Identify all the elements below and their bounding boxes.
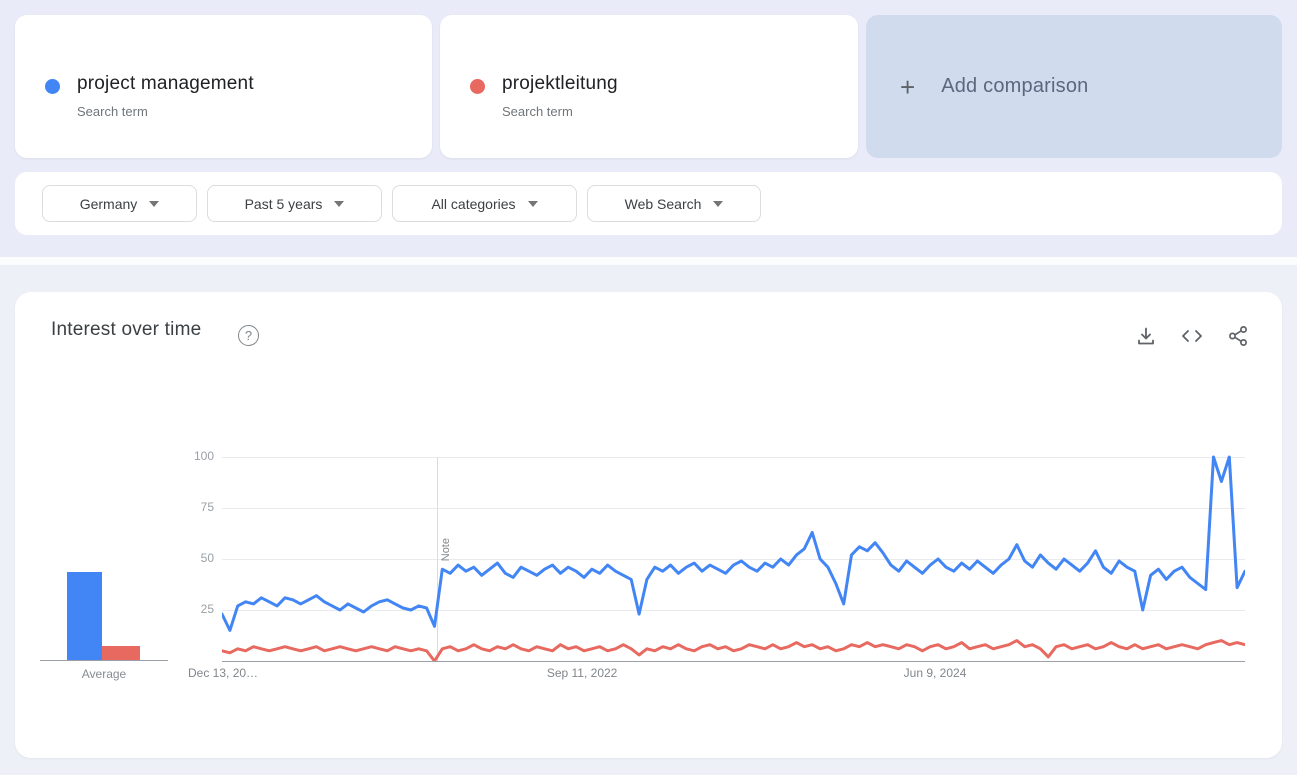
widget-title: Interest over time [51, 319, 202, 340]
category-dropdown[interactable]: All categories [392, 185, 577, 222]
trend-line-projektleitung [222, 639, 1245, 661]
average-bar-term-2[interactable] [102, 645, 140, 660]
average-axis-line [40, 660, 168, 661]
filter-bar: Germany Past 5 years All categories Web … [15, 172, 1282, 235]
x-tick-label-0: Dec 13, 20… [188, 666, 259, 680]
gridline-100 [222, 457, 1245, 458]
section-divider [0, 257, 1297, 265]
chevron-down-icon [713, 200, 724, 207]
series-1-color-dot [45, 79, 60, 94]
gridline-75 [222, 508, 1245, 509]
embed-code-icon[interactable] [1180, 325, 1204, 347]
search-type-dropdown-label: Web Search [624, 195, 702, 212]
search-term-1-type: Search term [77, 104, 148, 119]
trend-line-project-management [222, 455, 1245, 632]
y-tick-label-50: 50 [200, 551, 214, 565]
gridline-50 [222, 559, 1245, 560]
trend-lines-chart[interactable] [222, 447, 1245, 661]
chevron-down-icon [334, 200, 345, 207]
x-tick-label-2: Jun 9, 2024 [903, 666, 967, 680]
search-term-2-type: Search term [502, 104, 573, 119]
time-range-dropdown[interactable]: Past 5 years [207, 185, 382, 222]
y-tick-label-25: 25 [200, 602, 214, 616]
help-icon[interactable]: ? [238, 325, 259, 346]
plus-icon: + [900, 71, 916, 102]
y-tick-label-100: 100 [193, 449, 214, 463]
average-label: Average [81, 667, 127, 681]
add-comparison-label: Add comparison [941, 75, 1089, 97]
note-marker-line [437, 457, 439, 661]
download-icon[interactable] [1135, 325, 1157, 347]
category-dropdown-label: All categories [431, 195, 516, 212]
share-icon[interactable] [1227, 325, 1249, 347]
x-tick-label-1: Sep 11, 2022 [546, 666, 618, 680]
search-term-2-title: projektleitung [502, 73, 618, 94]
average-bar-term-1[interactable] [67, 572, 102, 660]
x-axis-line [222, 661, 1245, 662]
chevron-down-icon [527, 200, 538, 207]
search-type-dropdown[interactable]: Web Search [587, 185, 761, 222]
chevron-down-icon [149, 200, 160, 207]
search-term-card-2[interactable]: projektleitung Search term [440, 15, 858, 158]
search-term-card-1[interactable]: project management Search term [15, 15, 432, 158]
region-dropdown-label: Germany [79, 195, 138, 212]
y-tick-label-75: 75 [200, 500, 214, 514]
gridline-25 [222, 610, 1245, 611]
series-2-color-dot [470, 79, 485, 94]
time-range-dropdown-label: Past 5 years [244, 195, 323, 212]
add-comparison-button[interactable]: + Add comparison [866, 15, 1282, 158]
search-term-1-title: project management [77, 73, 254, 94]
region-dropdown[interactable]: Germany [42, 185, 197, 222]
interest-over-time-widget: Interest over time ? Average 25 50 75 100 N… [15, 292, 1282, 758]
